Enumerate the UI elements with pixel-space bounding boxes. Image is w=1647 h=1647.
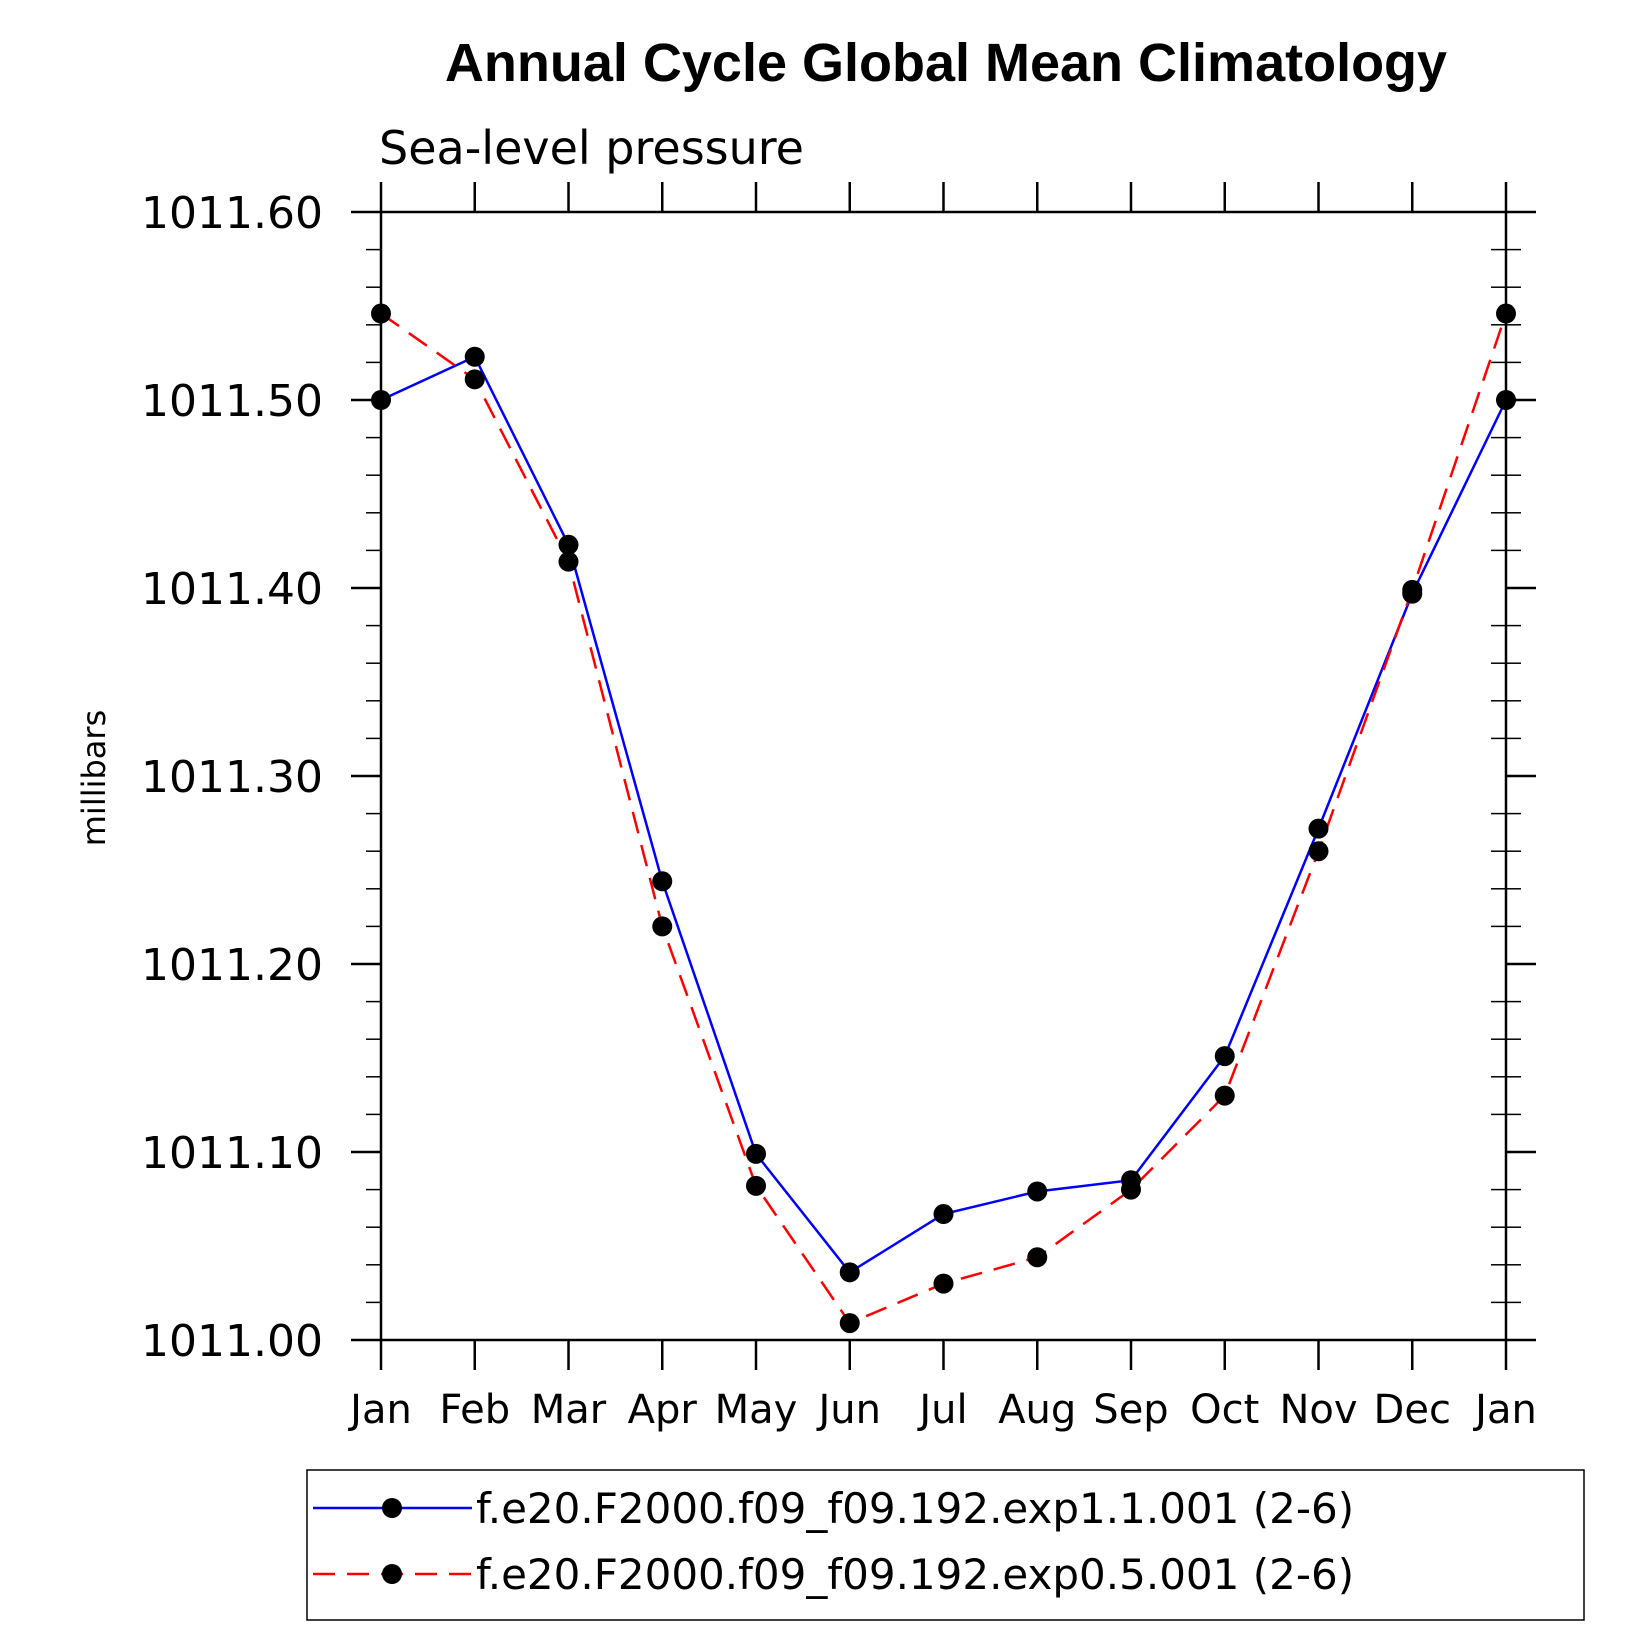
plot-frame <box>379 210 1508 1342</box>
chart-title: Annual Cycle Global Mean Climatology <box>445 33 1447 93</box>
legend-item: f.e20.F2000.f09_f09.192.exp0.5.001 (2-6) <box>313 1550 1354 1599</box>
x-tick-label: Aug <box>998 1387 1076 1433</box>
data-point <box>1402 579 1423 600</box>
y-axis-label: millibars <box>75 710 113 846</box>
legend-label: f.e20.F2000.f09_f09.192.exp0.5.001 (2-6) <box>476 1550 1354 1599</box>
data-point <box>933 1273 954 1294</box>
y-tick-label: 1011.00 <box>141 1316 323 1367</box>
x-tick-label: Oct <box>1190 1387 1259 1433</box>
y-tick-label: 1011.30 <box>141 752 323 803</box>
series-2-markers <box>371 303 1516 1334</box>
data-point <box>1496 303 1516 324</box>
x-axis-tick-labels: Jan Feb Mar Apr May Jun Jul Aug Sep Oct Nov Dec Jan <box>347 1387 1537 1433</box>
data-point <box>1308 841 1329 862</box>
data-point <box>746 1143 766 1164</box>
legend: f.e20.F2000.f09_f09.192.exp1.1.001 (2-6)… <box>306 1469 1585 1621</box>
series-1-markers <box>371 346 1516 1283</box>
chart-subtitle: Sea-level pressure <box>379 121 804 175</box>
data-point <box>464 369 485 390</box>
legend-marker <box>382 1564 402 1584</box>
data-point <box>652 916 673 937</box>
data-point <box>371 303 391 324</box>
data-point <box>371 390 391 410</box>
x-tick-label: Mar <box>531 1387 607 1433</box>
x-tick-label: Nov <box>1279 1387 1357 1433</box>
y-tick-label: 1011.20 <box>141 940 323 991</box>
series-line <box>380 312 1508 1325</box>
data-point <box>933 1204 954 1225</box>
data-point <box>746 1175 766 1196</box>
data-point <box>1496 390 1516 410</box>
x-tick-label: Jan <box>1472 1387 1537 1433</box>
series-1 <box>380 355 1508 1274</box>
data-point <box>1214 1085 1235 1106</box>
data-point <box>652 871 673 892</box>
data-point <box>1027 1247 1048 1268</box>
data-point <box>1121 1179 1141 1200</box>
series-2 <box>380 312 1508 1325</box>
x-tick-label: May <box>715 1387 798 1433</box>
data-point <box>464 346 485 367</box>
legend-marker <box>382 1498 402 1518</box>
series-line <box>380 355 1508 1274</box>
data-point <box>558 534 579 555</box>
x-axis-ticks <box>379 182 1508 1370</box>
x-tick-label: Feb <box>439 1387 510 1433</box>
y-tick-label: 1011.50 <box>141 376 323 427</box>
data-point <box>558 551 579 572</box>
y-axis-ticks <box>351 210 1536 1342</box>
data-point <box>839 1313 860 1334</box>
legend-item: f.e20.F2000.f09_f09.192.exp1.1.001 (2-6) <box>313 1484 1354 1533</box>
x-tick-label: Jan <box>347 1387 412 1433</box>
x-tick-label: Jun <box>816 1387 882 1433</box>
x-tick-label: Dec <box>1374 1387 1451 1433</box>
data-point <box>1027 1181 1048 1202</box>
data-point <box>839 1262 860 1283</box>
legend-label: f.e20.F2000.f09_f09.192.exp1.1.001 (2-6) <box>476 1484 1354 1533</box>
legend-box <box>306 1469 1585 1621</box>
y-tick-label: 1011.60 <box>141 188 323 239</box>
data-point <box>1308 818 1329 839</box>
data-point <box>1214 1046 1235 1067</box>
series-layer <box>371 303 1516 1334</box>
y-tick-label: 1011.10 <box>141 1128 323 1179</box>
y-tick-label: 1011.40 <box>141 564 323 615</box>
x-tick-label: Jul <box>916 1387 967 1433</box>
y-axis-tick-labels: 1011.00 1011.10 1011.20 1011.30 1011.40 1011.… <box>141 188 323 1367</box>
x-tick-label: Apr <box>628 1387 698 1433</box>
x-tick-label: Sep <box>1093 1387 1168 1433</box>
